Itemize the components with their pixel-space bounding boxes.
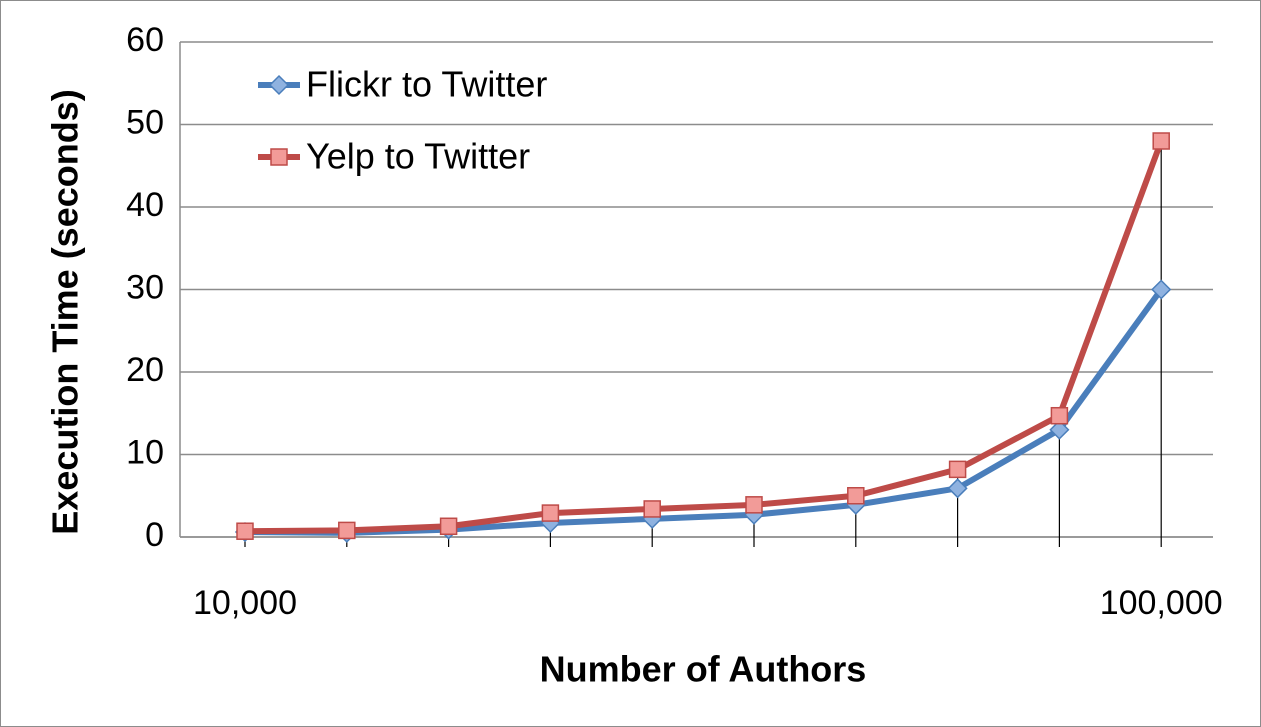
legend-label: Yelp to Twitter <box>306 136 530 177</box>
point-marker <box>1049 419 1070 440</box>
point-marker <box>745 496 763 514</box>
legend-label: Flickr to Twitter <box>306 64 547 105</box>
y-tick-label: 30 <box>126 268 164 306</box>
point-marker <box>236 522 254 540</box>
point-marker <box>1050 406 1069 425</box>
series-line <box>244 139 1165 535</box>
point-marker <box>643 500 661 518</box>
y-axis-title: Execution Time (seconds) <box>45 89 86 534</box>
y-tick-label: 0 <box>145 516 164 554</box>
point-marker <box>268 74 290 96</box>
x-tick-label: 100,000 <box>1100 584 1223 622</box>
point-marker <box>1152 132 1170 150</box>
x-tick-label: 10,000 <box>193 584 297 622</box>
point-marker <box>1151 279 1172 300</box>
y-tick-label: 40 <box>126 186 164 224</box>
point-marker <box>270 148 288 166</box>
y-tick-label: 60 <box>126 21 164 59</box>
y-tick-label: 20 <box>126 351 164 389</box>
point-marker <box>541 504 560 522</box>
x-axis-title: Number of Authors <box>540 649 867 690</box>
point-marker <box>338 521 356 540</box>
point-marker <box>947 478 968 499</box>
point-marker <box>948 460 967 479</box>
y-tick-label: 10 <box>126 433 164 471</box>
y-tick-label: 50 <box>126 103 164 141</box>
point-marker <box>847 487 865 505</box>
point-marker <box>439 517 458 536</box>
